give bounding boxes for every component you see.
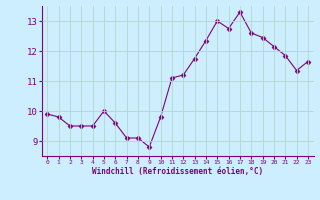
X-axis label: Windchill (Refroidissement éolien,°C): Windchill (Refroidissement éolien,°C)	[92, 167, 263, 176]
